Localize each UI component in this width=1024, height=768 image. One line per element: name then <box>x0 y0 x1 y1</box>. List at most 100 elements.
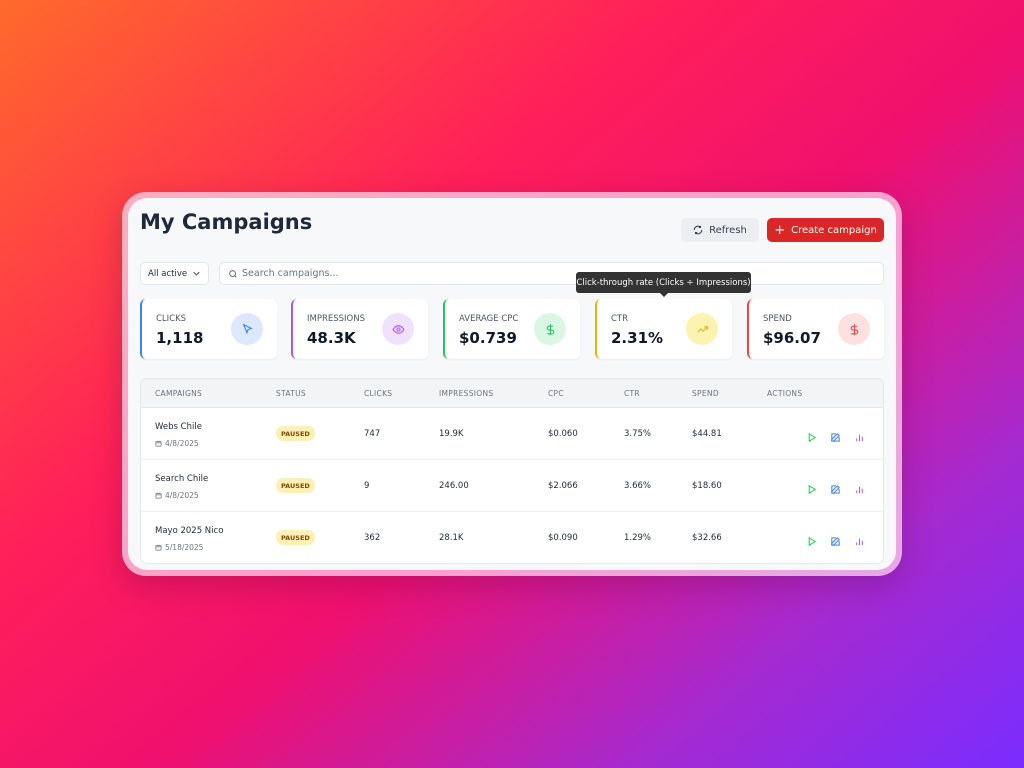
cpc-cell: $0.060 <box>548 429 578 439</box>
column-header: SPEND <box>692 389 719 398</box>
column-header: STATUS <box>276 389 306 398</box>
action-icon <box>831 537 840 546</box>
action-button[interactable] <box>854 428 865 442</box>
action-icon <box>808 432 817 443</box>
campaign-date: 4/8/2025 <box>155 491 199 500</box>
column-header: CAMPAIGNS <box>155 389 203 398</box>
tooltip-arrow <box>659 292 669 297</box>
campaign-date: 5/18/2025 <box>155 543 203 552</box>
plus-icon: + <box>774 222 786 238</box>
create-label: Create campaign <box>791 224 877 236</box>
action-icon <box>831 433 840 442</box>
icon <box>546 323 554 335</box>
campaigns-panel: My Campaigns Refresh + Create campaign A… <box>128 198 896 570</box>
column-header: IMPRESSIONS <box>439 389 494 398</box>
ctr-cell: 3.66% <box>624 481 652 491</box>
stat-value: 48.3K <box>307 329 356 347</box>
stat-icon <box>686 313 718 345</box>
action-icon <box>808 536 817 547</box>
stat-label: CLICKS <box>156 314 187 324</box>
filter-label: All active <box>148 268 188 279</box>
impressions-cell: 246.00 <box>439 481 469 491</box>
stat-value: $0.739 <box>459 329 517 347</box>
action-button[interactable] <box>854 480 865 494</box>
action-button[interactable] <box>806 480 817 495</box>
tooltip: Click-through rate (Clicks ÷ Impressions… <box>576 272 751 293</box>
status-badge: PAUSED <box>276 530 315 545</box>
stat-label: IMPRESSIONS <box>307 314 365 324</box>
date-text: 5/18/2025 <box>165 543 204 552</box>
refresh-icon <box>693 225 703 235</box>
column-header: CLICKS <box>364 389 393 398</box>
action-icon <box>856 538 863 546</box>
stat-label: AVERAGE CPC <box>459 314 519 324</box>
action-button[interactable] <box>806 428 817 443</box>
status-filter[interactable]: All active <box>140 262 209 285</box>
stat-icon <box>231 313 263 345</box>
refresh-label: Refresh <box>709 224 747 236</box>
campaign-name: Webs Chile <box>155 422 202 432</box>
action-button[interactable] <box>806 532 817 547</box>
column-header: ACTIONS <box>767 389 803 398</box>
stat-card: AVERAGE CPC $0.739 <box>443 299 580 359</box>
action-button[interactable] <box>830 532 841 546</box>
calendar-icon <box>155 440 162 447</box>
campaign-date: 4/8/2025 <box>155 439 199 448</box>
campaign-name: Search Chile <box>155 474 209 484</box>
search-placeholder: Search campaigns... <box>242 268 339 279</box>
table-row: Search Chile 4/8/2025 PAUSED 9 246.00 $2.066 3… <box>141 460 883 512</box>
stat-icon <box>382 313 414 345</box>
table-row: Webs Chile 4/8/2025 PAUSED 747 19.9K $0.060 3.… <box>141 408 883 460</box>
column-header: CPC <box>548 389 564 398</box>
clicks-cell: 747 <box>364 429 381 439</box>
status-badge: PAUSED <box>276 478 315 493</box>
status-badge: PAUSED <box>276 426 315 441</box>
stat-value: 1,118 <box>156 329 204 347</box>
stat-value: 2.31% <box>611 329 664 347</box>
stat-card: CTR 2.31% <box>595 299 732 359</box>
stat-label: CTR <box>611 314 629 324</box>
action-icon <box>856 434 863 442</box>
stat-card: SPEND $96.07 <box>747 299 884 359</box>
calendar-icon <box>155 544 162 551</box>
impressions-cell: 28.1K <box>439 533 464 543</box>
campaign-name: Mayo 2025 Nico <box>155 526 224 536</box>
search-icon <box>229 270 237 278</box>
action-button[interactable] <box>830 480 841 494</box>
stat-card: CLICKS 1,118 <box>140 299 277 359</box>
clicks-cell: 9 <box>364 481 370 491</box>
cpc-cell: $2.066 <box>548 481 578 491</box>
stat-label: SPEND <box>763 314 792 324</box>
spend-cell: $18.60 <box>692 481 722 491</box>
ctr-cell: 3.75% <box>624 429 652 439</box>
table-row: Mayo 2025 Nico 5/18/2025 PAUSED 362 28.1K $0.… <box>141 512 883 563</box>
action-button[interactable] <box>854 532 865 546</box>
search-input[interactable]: Search campaigns... <box>219 262 884 285</box>
refresh-button[interactable]: Refresh <box>681 218 759 242</box>
page-title: My Campaigns <box>140 210 313 234</box>
chevron <box>193 271 200 276</box>
action-icon <box>831 485 840 494</box>
stat-icon <box>534 313 566 345</box>
impressions-cell: 19.9K <box>439 429 464 439</box>
spend-cell: $44.81 <box>692 429 722 439</box>
cpc-cell: $0.090 <box>548 533 578 543</box>
table-header: CAMPAIGNS STATUS CLICKS IMPRESSIONS CPC CTR SP… <box>141 379 883 408</box>
clicks-cell: 362 <box>364 533 381 543</box>
date-text: 4/8/2025 <box>165 491 199 500</box>
stat-icon <box>838 313 870 345</box>
date-text: 4/8/2025 <box>165 439 199 448</box>
action-button[interactable] <box>830 428 841 442</box>
calendar-icon <box>155 492 162 499</box>
column-header: CTR <box>624 389 640 398</box>
icon <box>850 323 858 335</box>
action-icon <box>808 484 817 495</box>
create-campaign-button[interactable]: + Create campaign <box>767 218 884 242</box>
stat-value: $96.07 <box>763 329 821 347</box>
spend-cell: $32.66 <box>692 533 722 543</box>
icon <box>391 324 405 334</box>
ctr-cell: 1.29% <box>624 533 652 543</box>
action-icon <box>856 486 863 494</box>
stat-card: IMPRESSIONS 48.3K <box>291 299 428 359</box>
